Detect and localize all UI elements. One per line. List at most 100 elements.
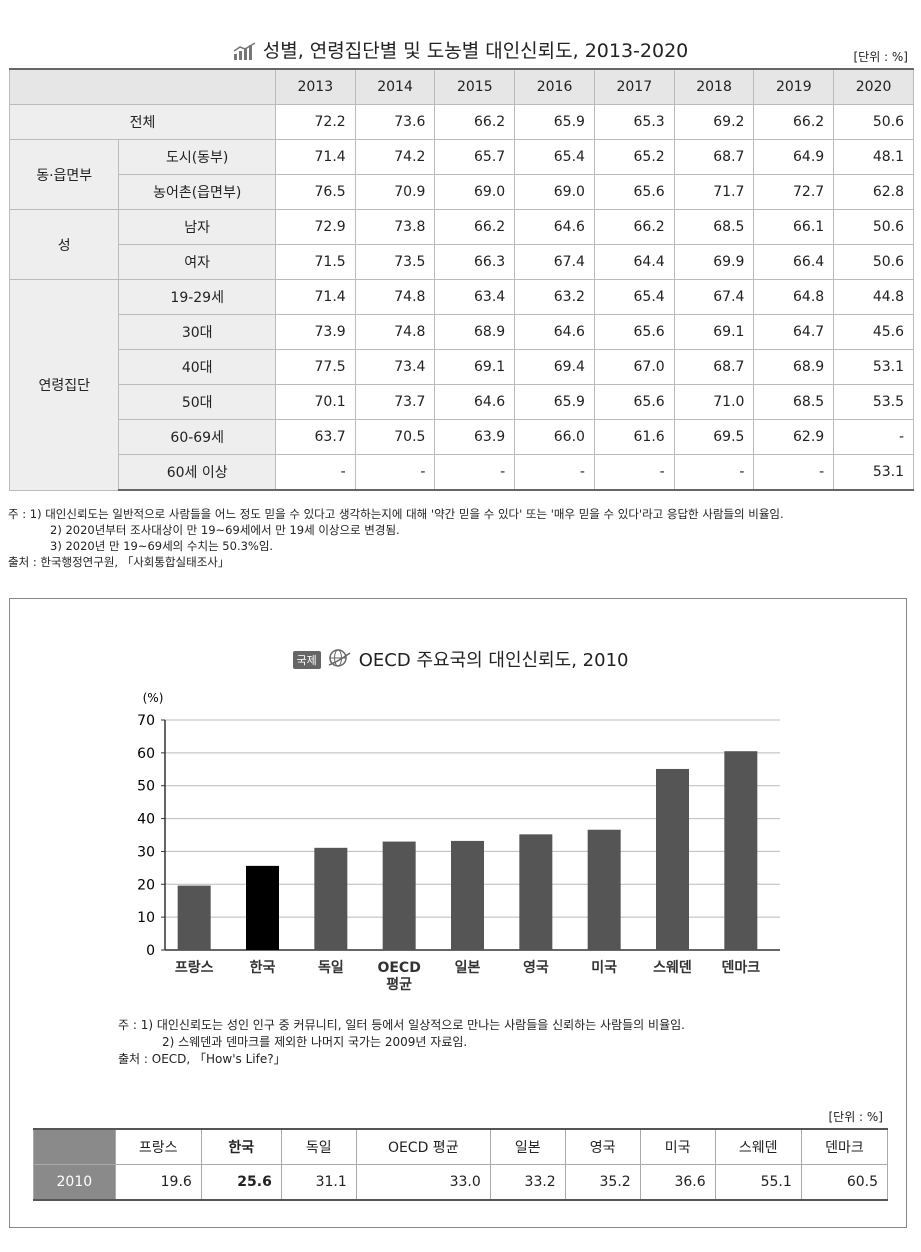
bar: [656, 768, 689, 950]
table-row: 40대 77.5 73.4 69.1 69.4 67.0 68.7 68.9 53.1: [10, 349, 914, 385]
country-header: 한국: [200, 1128, 282, 1165]
table-cell: 66.2: [753, 104, 835, 140]
y-axis-label: (%): [143, 691, 164, 705]
table-cell: 66.1: [753, 209, 835, 245]
table-cell: 53.1: [833, 349, 914, 385]
bar: [451, 840, 484, 950]
sub-label: 농어촌(읍면부): [118, 174, 276, 210]
x-tick-label: 프랑스: [175, 960, 214, 976]
table-cell: 65.6: [593, 314, 675, 350]
table-cell: 73.4: [354, 349, 436, 385]
table-cell: 69.5: [673, 419, 755, 455]
table-cell: 69.0: [434, 174, 516, 210]
table-cell: 63.2: [514, 279, 595, 315]
y-tick-label: 20: [137, 877, 155, 893]
table-cell: 72.9: [274, 209, 356, 245]
x-tick-label: 한국: [250, 960, 276, 976]
table-cell: 71.7: [673, 174, 755, 210]
table-cell: 64.7: [753, 314, 835, 350]
bar: [314, 847, 348, 950]
table-cell: 69.1: [434, 349, 516, 385]
table-cell: 50.6: [833, 209, 914, 245]
country-header: 프랑스: [114, 1128, 202, 1165]
y-tick-label: 70: [137, 713, 155, 729]
sub-label: 40대: [118, 349, 276, 385]
table-cell: 68.9: [753, 349, 835, 385]
table-cell: 63.9: [434, 419, 516, 455]
table-cell: 66.2: [434, 104, 516, 140]
country-header: 일본: [489, 1128, 566, 1165]
bar: [177, 885, 211, 950]
value-cell: 36.6: [639, 1164, 716, 1201]
table-cell: 64.4: [593, 244, 675, 280]
value-cell: 33.0: [355, 1164, 491, 1201]
chart-note-2: 2) 스웨덴과 덴마크를 제외한 나머지 국가는 2009년 자료임.: [162, 1035, 468, 1049]
bar: [724, 751, 758, 950]
value-cell: 55.1: [714, 1164, 802, 1201]
table1-title-text: 성별, 연령집단별 및 도농별 대인신뢰도, 2013-2020: [262, 40, 689, 62]
table-cell: 67.4: [514, 244, 595, 280]
y-tick-label: 10: [137, 910, 155, 926]
table-cell: 72.2: [274, 104, 356, 140]
x-tick-label: 일본: [455, 960, 481, 976]
table-cell: 70.1: [274, 384, 356, 420]
y-tick-label: 40: [137, 812, 155, 828]
table-cell: 66.3: [434, 244, 516, 280]
sub-label: 60세 이상: [118, 454, 276, 491]
chart-note-1: 주 : 1) 대인신뢰도는 성인 인구 중 커뮤니티, 일터 등에서 일상적으로…: [118, 1018, 685, 1032]
sub-label: 도시(동부): [118, 139, 276, 175]
table-cell: 69.1: [673, 314, 755, 350]
table2-unit: [단위 : %]: [828, 1110, 883, 1124]
table-cell: 65.7: [434, 139, 516, 175]
table-cell: 65.4: [514, 139, 595, 175]
y-tick-label: 30: [137, 844, 155, 860]
table-cell: 77.5: [274, 349, 356, 385]
table-cell: 64.9: [753, 139, 835, 175]
table-row: 여자 71.5 73.5 66.3 67.4 64.4 69.9 66.4 50.6: [10, 244, 914, 280]
country-header: 영국: [564, 1128, 641, 1165]
x-tick-label: 독일: [318, 960, 344, 976]
year-header: 2015: [434, 68, 516, 105]
table-cell: 66.0: [514, 419, 595, 455]
international-box: [9, 598, 907, 1228]
value-cell: 25.6: [200, 1164, 282, 1201]
bar: [246, 865, 279, 950]
table2-corner: [33, 1128, 116, 1165]
year-header: 2014: [354, 68, 436, 105]
value-cell: 31.1: [280, 1164, 357, 1201]
sub-label: 남자: [118, 209, 276, 245]
x-tick-label: OECD: [377, 960, 420, 976]
table-cell: 65.6: [593, 174, 675, 210]
table2-row-label: 2010: [33, 1164, 116, 1201]
country-header: 덴마크: [800, 1128, 889, 1165]
table-cell: 65.4: [593, 279, 675, 315]
table-cell: 65.3: [593, 104, 675, 140]
y-tick-label: 50: [137, 779, 155, 795]
trust-table: 2013 2014 2015 2016 2017 2018 2019 2020 전체 72.2 73…: [8, 68, 914, 491]
table1-corner: [9, 68, 276, 105]
table-cell: 74.2: [354, 139, 436, 175]
group-label: 연령집단: [8, 279, 120, 491]
table-cell: 69.0: [514, 174, 595, 210]
table-cell: 74.8: [354, 314, 436, 350]
table1-note-3: 3) 2020년 만 19~69세의 수치는 50.3%임.: [50, 539, 274, 553]
country-header: OECD 평균: [355, 1128, 491, 1165]
bar: [519, 834, 553, 950]
table-cell: 63.4: [434, 279, 516, 315]
table-cell: 71.5: [274, 244, 356, 280]
bar: [382, 841, 416, 950]
table-cell: 44.8: [833, 279, 914, 315]
table-cell: 53.5: [833, 384, 914, 420]
table-row: 50대 70.1 73.7 64.6 65.9 65.6 71.0 68.5 53.5: [10, 384, 914, 420]
table-cell: -: [833, 419, 914, 455]
x-tick-label: 영국: [523, 959, 549, 976]
sub-label: 19-29세: [118, 279, 276, 315]
sub-label: 여자: [118, 244, 276, 280]
table-row: 전체 72.2 73.6 66.2 65.9 65.3 69.2 66.2 50.6: [9, 104, 914, 140]
table-cell: 65.6: [593, 384, 675, 420]
table-cell: 50.6: [833, 244, 914, 280]
table-cell: 68.7: [673, 139, 755, 175]
table-cell: 74.8: [354, 279, 436, 315]
y-tick-label: 60: [137, 746, 155, 762]
table-cell: 71.4: [274, 139, 356, 175]
